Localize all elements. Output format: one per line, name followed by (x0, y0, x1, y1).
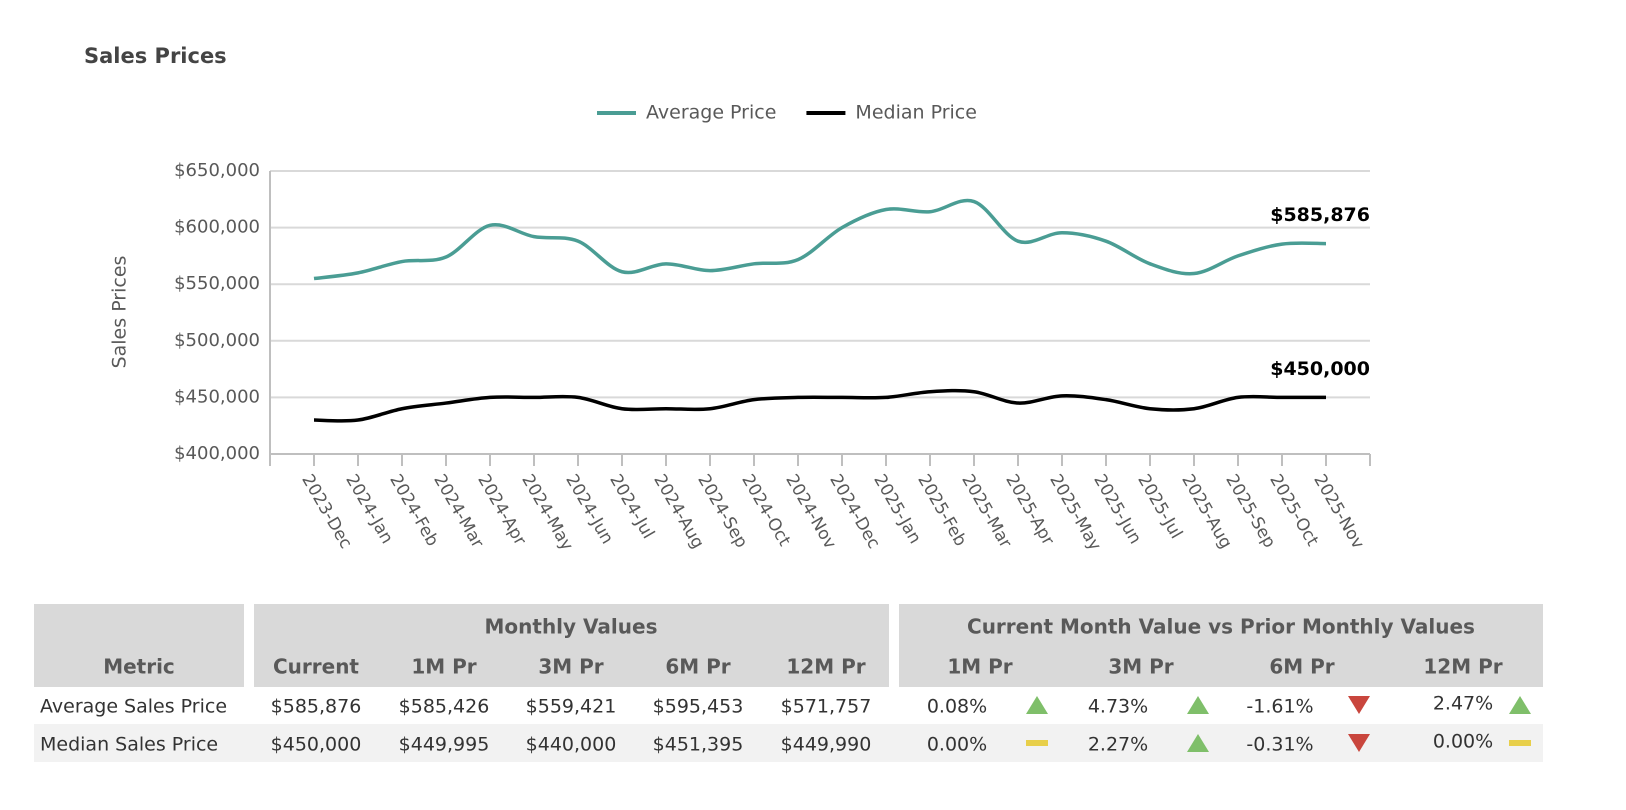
y-tick-label: $600,000 (174, 217, 260, 238)
header-cell (899, 604, 1543, 687)
cell: $595,453 (653, 696, 744, 718)
cell: -0.31% (1246, 734, 1313, 756)
group-header: Current Month Value vs Prior Monthly Val… (967, 615, 1475, 639)
series-line (313, 198, 1327, 281)
trend-up (1187, 696, 1209, 714)
data-label: $585,876 (1270, 204, 1370, 226)
cell: $451,395 (653, 734, 744, 756)
cell: 0.00% (1433, 731, 1493, 753)
column-header: 6M Pr (665, 655, 730, 679)
trend-up (1509, 696, 1531, 714)
y-tick-label: $400,000 (174, 443, 260, 464)
cell: 2.47% (1433, 693, 1493, 715)
header-cell (254, 604, 889, 687)
cell: 4.73% (1088, 696, 1148, 718)
cell: 0.00% (927, 734, 987, 756)
series-line (313, 388, 1327, 423)
column-header: 3M Pr (538, 655, 603, 679)
data-label: $450,000 (1270, 358, 1370, 380)
y-tick-label: $450,000 (174, 386, 260, 407)
y-axis-title: Sales Prices (109, 256, 131, 369)
cell: $559,421 (526, 696, 617, 718)
chart-title: Sales Prices (84, 44, 227, 68)
cell: $571,757 (781, 696, 872, 718)
cell: $440,000 (526, 734, 617, 756)
cell: $585,876 (271, 696, 362, 718)
header-cell (34, 604, 244, 687)
row-band (34, 724, 1543, 762)
row-label: Average Sales Price (40, 696, 227, 718)
cell: 0.08% (927, 696, 987, 718)
cell: $449,995 (399, 734, 490, 756)
column-header: 12M Pr (1423, 655, 1502, 679)
cell: -1.61% (1246, 696, 1313, 718)
row-label: Median Sales Price (40, 734, 218, 756)
column-header: 12M Pr (786, 655, 865, 679)
legend-label: Average Price (646, 102, 776, 124)
trend-flat (1026, 740, 1048, 746)
column-header: 3M Pr (1108, 655, 1173, 679)
trend-up (1187, 734, 1209, 752)
column-header: Metric (103, 655, 175, 679)
legend-label: Median Price (855, 102, 977, 124)
y-tick-label: $550,000 (174, 273, 260, 294)
y-tick-label: $500,000 (174, 330, 260, 351)
trend-flat (1509, 740, 1531, 746)
trend-up (1026, 696, 1048, 714)
column-header: 1M Pr (947, 655, 1012, 679)
cell: $449,990 (781, 734, 872, 756)
trend-down (1348, 734, 1370, 752)
group-header: Monthly Values (485, 615, 658, 639)
y-tick-label: $650,000 (174, 160, 260, 181)
column-header: 6M Pr (1269, 655, 1334, 679)
cell: $450,000 (271, 734, 362, 756)
trend-down (1348, 696, 1370, 714)
column-header: 1M Pr (411, 655, 476, 679)
column-header: Current (273, 655, 359, 679)
cell: 2.27% (1088, 734, 1148, 756)
cell: $585,426 (399, 696, 490, 718)
